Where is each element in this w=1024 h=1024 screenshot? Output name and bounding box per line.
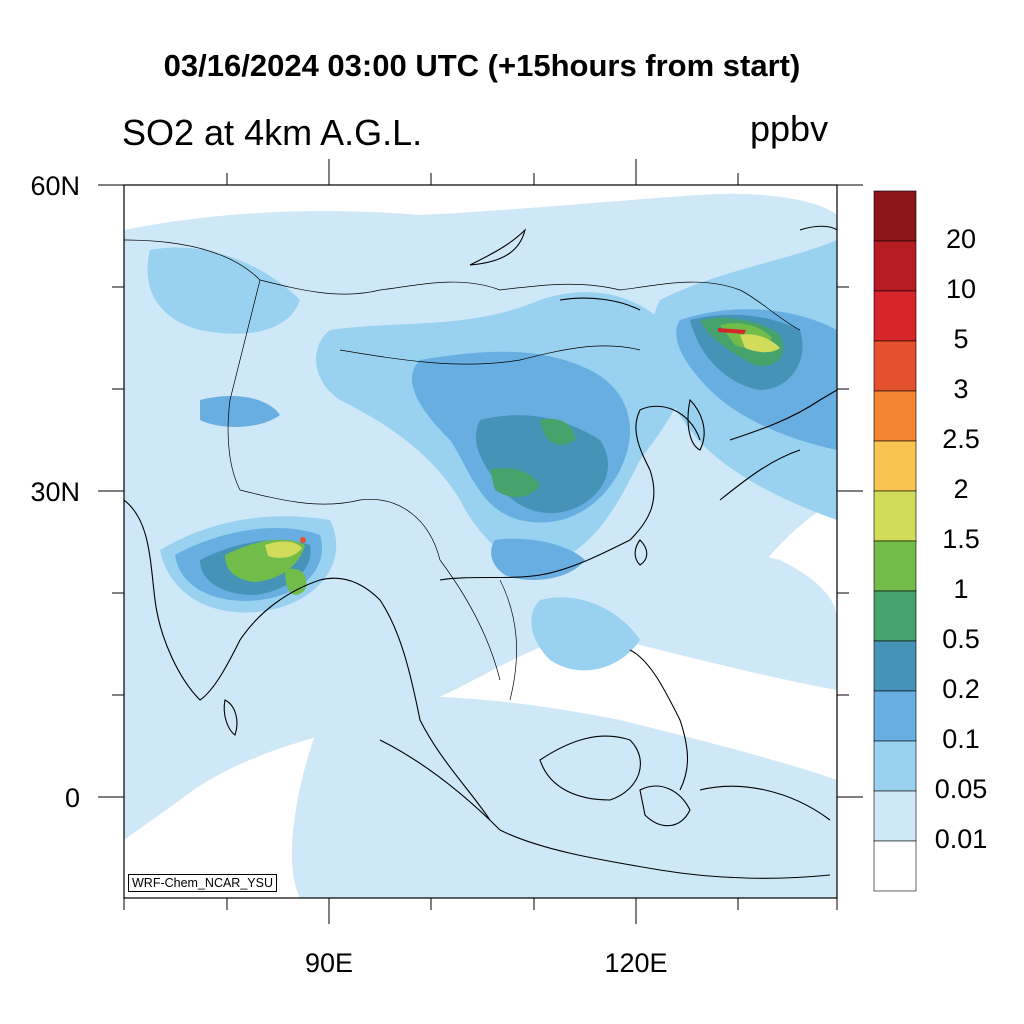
colorbar-box [873,640,917,692]
colorbar-box [873,790,917,842]
colorbar-box [873,190,917,242]
colorbar-label: 0.1 [942,724,980,754]
colorbar-box [873,290,917,342]
so2-field [124,185,837,898]
colorbar-label: 0.01 [934,824,988,854]
colorbar-box [873,840,917,892]
colorbar-box [873,690,917,742]
colorbar-label: 0.5 [942,624,980,654]
colorbar-label: 0.05 [934,774,988,804]
colorbar-label: 1.5 [942,524,980,554]
lon-label-120e: 120E [604,948,668,978]
units-label: ppbv [750,108,829,149]
country-borders [124,239,801,701]
lat-label-60n: 60N [30,171,80,201]
colorbar-label: 10 [945,274,977,304]
lat-label-0: 0 [64,783,80,813]
lon-label-90e: 90E [304,948,354,978]
map-frame [123,184,838,899]
colorbar-label: 2.5 [942,424,980,454]
colorbar [873,190,917,892]
colorbar-label: 2 [953,474,969,504]
variable-subtitle: SO2 at 4km A.G.L. [122,112,423,153]
colorbar-box [873,440,917,492]
colorbar-box [873,340,917,392]
lat-label-30n: 30N [30,477,80,507]
model-credit: WRF-Chem_NCAR_YSU [128,874,277,892]
axis-ticks [98,159,863,924]
colorbar-box [873,240,917,292]
colorbar-box [873,740,917,792]
colorbar-box [873,540,917,592]
colorbar-label: 5 [953,324,969,354]
colorbar-box [873,390,917,442]
colorbar-box [873,590,917,642]
colorbar-label: 1 [953,574,969,604]
colorbar-label: 0.2 [942,674,980,704]
coastlines [124,225,837,879]
map-title: 03/16/2024 03:00 UTC (+15hours from star… [163,48,801,83]
colorbar-label: 20 [945,224,977,254]
colorbar-label: 3 [953,374,969,404]
colorbar-box [873,490,917,542]
